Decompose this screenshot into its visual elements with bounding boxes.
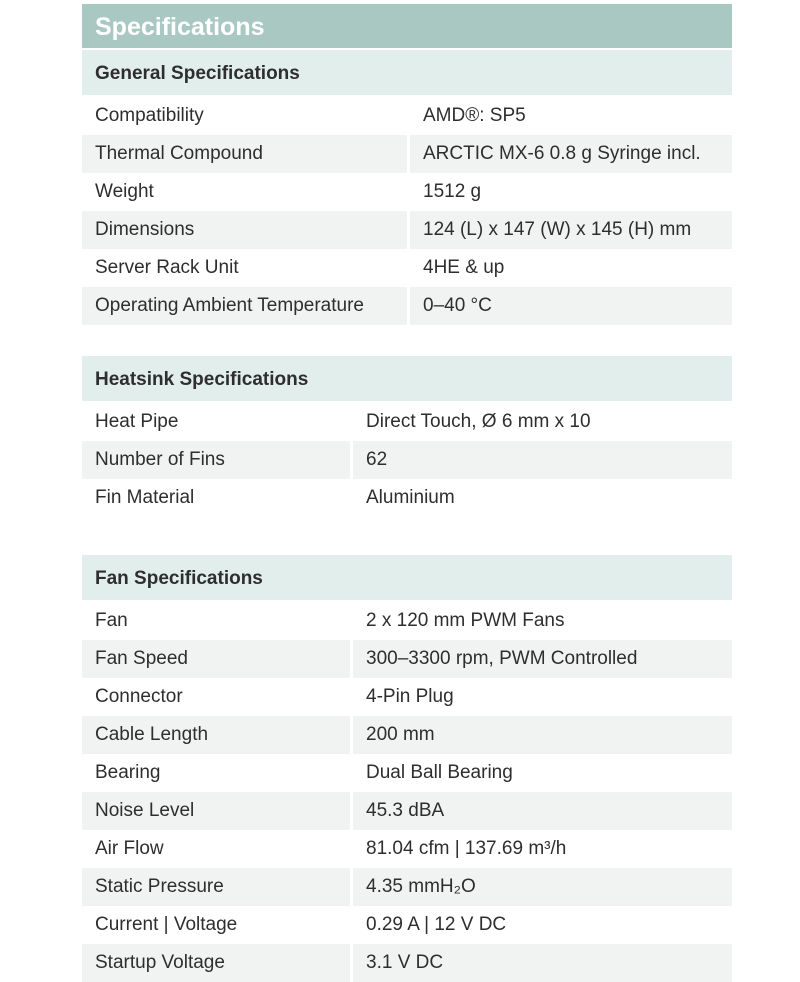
spec-value: 62 (353, 441, 732, 479)
spec-row: Bearing Dual Ball Bearing (82, 754, 732, 792)
spec-row: Fan Speed 300–3300 rpm, PWM Controlled (82, 640, 732, 678)
spec-row: Current | Voltage 0.29 A | 12 V DC (82, 906, 732, 944)
fan-specifications-section: Fan Specifications Fan 2 x 120 mm PWM Fan… (82, 555, 732, 982)
spec-row: Noise Level 45.3 dBA (82, 792, 732, 830)
spec-label: Compatibility (95, 105, 204, 126)
spec-value: Direct Touch, Ø 6 mm x 10 (366, 411, 591, 432)
spec-label: Connector (95, 686, 183, 707)
section-heading: Heatsink Specifications (82, 356, 732, 401)
spec-row: Weight 1512 g (82, 173, 732, 211)
spec-value: 3.1 V DC (353, 944, 732, 982)
spec-label: Operating Ambient Temperature (82, 287, 407, 325)
spec-label: Air Flow (95, 838, 164, 859)
spec-value: AMD®: SP5 (423, 105, 526, 126)
spec-value: 4-Pin Plug (366, 686, 454, 707)
page-title: Specifications (82, 4, 732, 48)
spec-value: 200 mm (353, 716, 732, 754)
spec-row: Dimensions 124 (L) x 147 (W) x 145 (H) mm (82, 211, 732, 249)
spec-value: 300–3300 rpm, PWM Controlled (353, 640, 732, 678)
section-heading: Fan Specifications (82, 555, 732, 600)
spec-label: Noise Level (82, 792, 350, 830)
spec-value: Dual Ball Bearing (366, 762, 513, 783)
spec-label: Weight (95, 181, 154, 202)
spec-value: 1512 g (423, 181, 482, 202)
spec-row: Operating Ambient Temperature 0–40 °C (82, 287, 732, 325)
spec-row: Number of Fins 62 (82, 441, 732, 479)
spec-row: Cable Length 200 mm (82, 716, 732, 754)
spec-label: Dimensions (82, 211, 407, 249)
spec-label: Startup Voltage (82, 944, 350, 982)
spec-label: Fin Material (95, 487, 195, 508)
spec-value: 0–40 °C (410, 287, 732, 325)
spec-value: Aluminium (366, 487, 455, 508)
spec-row: Fin Material Aluminium (82, 479, 732, 517)
spec-value: 124 (L) x 147 (W) x 145 (H) mm (410, 211, 732, 249)
spec-row: Heat Pipe Direct Touch, Ø 6 mm x 10 (82, 403, 732, 441)
spec-label: Number of Fins (82, 441, 350, 479)
spec-label: Bearing (95, 762, 161, 783)
spec-row: Thermal Compound ARCTIC MX-6 0.8 g Syring… (82, 135, 732, 173)
spec-label: Cable Length (82, 716, 350, 754)
spec-label: Server Rack Unit (95, 257, 239, 278)
spec-value: 4.35 mmH₂O (353, 868, 732, 906)
spec-value: 0.29 A | 12 V DC (366, 914, 507, 935)
spec-row: Compatibility AMD®: SP5 (82, 97, 732, 135)
spec-row: Air Flow 81.04 cfm | 137.69 m³/h (82, 830, 732, 868)
spec-row: Connector 4-Pin Plug (82, 678, 732, 716)
spec-row: Server Rack Unit 4HE & up (82, 249, 732, 287)
spec-label: Current | Voltage (95, 914, 238, 935)
spec-label: Static Pressure (82, 868, 350, 906)
spec-value: 4HE & up (423, 257, 505, 278)
spec-row: Fan 2 x 120 mm PWM Fans (82, 602, 732, 640)
spec-value: 45.3 dBA (353, 792, 732, 830)
spec-value: 2 x 120 mm PWM Fans (366, 610, 565, 631)
section-heading: General Specifications (82, 50, 732, 95)
general-specifications-section: General Specifications Compatibility AMD®… (82, 50, 732, 325)
spec-row: Startup Voltage 3.1 V DC (82, 944, 732, 982)
spec-value: ARCTIC MX-6 0.8 g Syringe incl. (410, 135, 732, 173)
spec-value: 81.04 cfm | 137.69 m³/h (366, 838, 567, 859)
spec-label: Heat Pipe (95, 411, 179, 432)
heatsink-specifications-section: Heatsink Specifications Heat Pipe Direct … (82, 356, 732, 517)
spec-label: Fan (95, 610, 128, 631)
spec-row: Static Pressure 4.35 mmH₂O (82, 868, 732, 906)
spec-label: Thermal Compound (82, 135, 407, 173)
spec-label: Fan Speed (82, 640, 350, 678)
